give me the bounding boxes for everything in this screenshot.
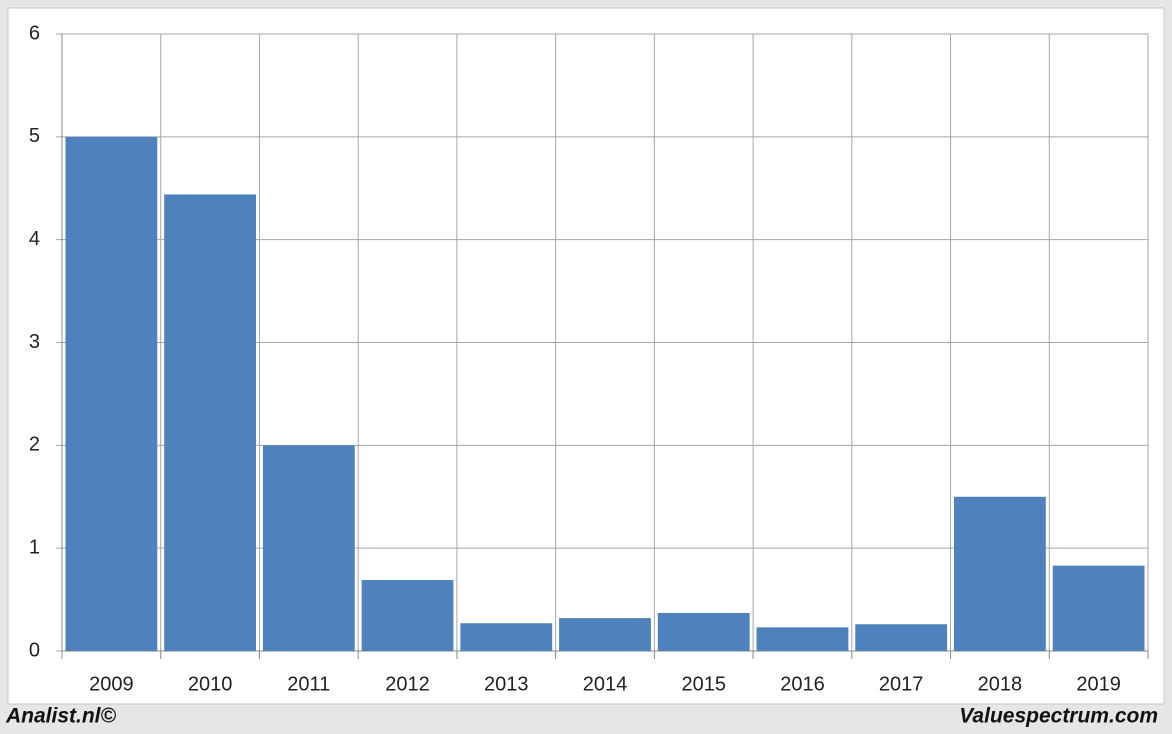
bar: [855, 624, 948, 651]
bar: [1052, 565, 1145, 651]
x-tick-label: 2018: [978, 673, 1023, 695]
x-tick-label: 2013: [484, 673, 529, 695]
y-tick-label: 2: [29, 434, 40, 456]
y-tick-label: 6: [29, 22, 40, 44]
bar: [361, 580, 454, 651]
bar: [460, 623, 553, 651]
bar: [657, 612, 750, 651]
x-tick-label: 2017: [879, 673, 924, 695]
bar: [65, 136, 158, 652]
y-tick-label: 5: [29, 125, 40, 147]
x-tick-label: 2010: [188, 673, 233, 695]
footer-right: Valuespectrum.com: [959, 705, 1158, 728]
y-tick-label: 3: [29, 331, 40, 353]
x-tick-label: 2016: [780, 673, 825, 695]
x-tick-label: 2015: [681, 673, 726, 695]
bar: [262, 445, 355, 651]
x-tick-label: 2014: [583, 673, 628, 695]
y-tick-label: 0: [29, 639, 40, 661]
x-tick-label: 2012: [385, 673, 430, 695]
bar: [164, 194, 256, 652]
x-tick-label: 2009: [89, 673, 134, 695]
y-tick-label: 4: [29, 228, 40, 250]
bar: [954, 496, 1046, 651]
x-tick-label: 2019: [1076, 673, 1121, 695]
footer-left: Analist.nl©: [5, 705, 117, 728]
bar: [756, 627, 849, 651]
bar: [559, 618, 651, 651]
y-tick-label: 1: [29, 536, 40, 558]
x-tick-label: 2011: [287, 673, 330, 695]
